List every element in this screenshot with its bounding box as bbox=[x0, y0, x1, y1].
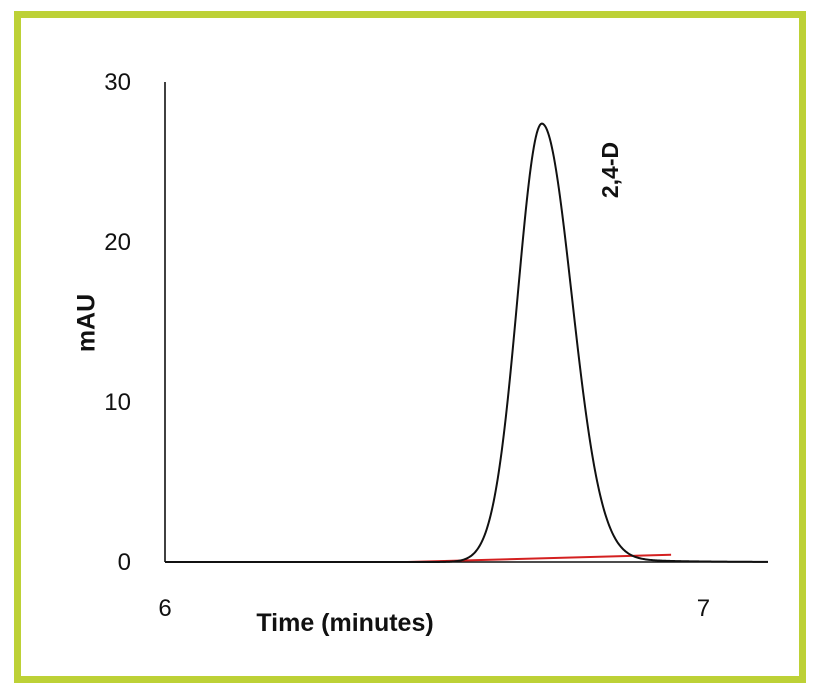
y-tick-labels: 0 10 20 30 bbox=[104, 69, 131, 576]
axes bbox=[164, 82, 768, 563]
chart-frame bbox=[14, 11, 806, 683]
x-tick-label: 6 bbox=[158, 595, 171, 622]
chromatogram-trace-line bbox=[165, 122, 768, 563]
peak-label-2-4-d: 2,4-D bbox=[597, 142, 623, 198]
y-tick-label: 10 bbox=[104, 389, 131, 416]
x-axis-label: Time (minutes) bbox=[256, 609, 433, 637]
y-axis-label: mAU bbox=[73, 294, 101, 352]
y-tick-label: 30 bbox=[104, 69, 131, 96]
x-tick-label: 7 bbox=[697, 595, 710, 622]
y-tick-label: 20 bbox=[104, 229, 131, 256]
y-tick-label: 0 bbox=[118, 549, 131, 576]
